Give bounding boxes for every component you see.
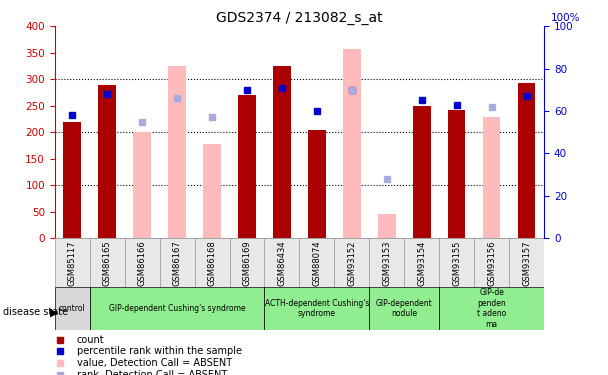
- FancyBboxPatch shape: [369, 238, 404, 287]
- Bar: [483, 117, 500, 238]
- Bar: [308, 129, 326, 238]
- FancyBboxPatch shape: [89, 238, 125, 287]
- Text: GSM86434: GSM86434: [277, 241, 286, 286]
- Bar: [448, 110, 466, 238]
- Text: GSM93156: GSM93156: [487, 241, 496, 286]
- Text: GSM93152: GSM93152: [347, 241, 356, 286]
- FancyBboxPatch shape: [55, 287, 89, 330]
- Bar: [168, 66, 186, 238]
- Text: GSM93157: GSM93157: [522, 241, 531, 286]
- Text: GSM86165: GSM86165: [103, 241, 112, 286]
- Bar: [133, 132, 151, 238]
- FancyBboxPatch shape: [195, 238, 229, 287]
- FancyBboxPatch shape: [159, 238, 195, 287]
- Text: percentile rank within the sample: percentile rank within the sample: [77, 346, 242, 356]
- Text: GIP-dependent Cushing's syndrome: GIP-dependent Cushing's syndrome: [109, 304, 246, 313]
- FancyBboxPatch shape: [125, 238, 159, 287]
- Text: ACTH-dependent Cushing's
syndrome: ACTH-dependent Cushing's syndrome: [264, 299, 369, 318]
- Bar: [518, 84, 536, 238]
- Text: GSM93154: GSM93154: [417, 241, 426, 286]
- FancyBboxPatch shape: [229, 238, 264, 287]
- Text: ▶: ▶: [50, 308, 59, 317]
- Bar: [238, 95, 256, 238]
- Text: rank, Detection Call = ABSENT: rank, Detection Call = ABSENT: [77, 370, 227, 375]
- FancyBboxPatch shape: [369, 287, 439, 330]
- FancyBboxPatch shape: [299, 238, 334, 287]
- Text: GSM86166: GSM86166: [137, 241, 147, 286]
- FancyBboxPatch shape: [55, 238, 89, 287]
- FancyBboxPatch shape: [264, 238, 299, 287]
- FancyBboxPatch shape: [334, 238, 369, 287]
- Text: GSM93153: GSM93153: [382, 241, 392, 286]
- FancyBboxPatch shape: [404, 238, 439, 287]
- FancyBboxPatch shape: [89, 287, 264, 330]
- Bar: [63, 122, 81, 238]
- Text: GIP-de
penden
t adeno
ma: GIP-de penden t adeno ma: [477, 288, 506, 328]
- Text: 100%: 100%: [551, 13, 581, 24]
- FancyBboxPatch shape: [474, 238, 509, 287]
- Text: GSM86167: GSM86167: [173, 241, 182, 286]
- Text: GSM85117: GSM85117: [67, 241, 77, 286]
- Bar: [273, 66, 291, 238]
- Bar: [343, 49, 361, 238]
- Text: disease state: disease state: [3, 308, 68, 317]
- Text: GIP-dependent
nodule: GIP-dependent nodule: [376, 299, 433, 318]
- Text: control: control: [59, 304, 86, 313]
- Bar: [413, 106, 430, 238]
- FancyBboxPatch shape: [509, 238, 544, 287]
- Bar: [203, 144, 221, 238]
- Text: value, Detection Call = ABSENT: value, Detection Call = ABSENT: [77, 358, 232, 368]
- Title: GDS2374 / 213082_s_at: GDS2374 / 213082_s_at: [216, 11, 383, 25]
- Bar: [98, 84, 116, 238]
- FancyBboxPatch shape: [439, 287, 544, 330]
- Bar: [378, 214, 396, 238]
- FancyBboxPatch shape: [264, 287, 369, 330]
- Text: count: count: [77, 334, 105, 345]
- Text: GSM88074: GSM88074: [313, 241, 322, 286]
- Text: GSM93155: GSM93155: [452, 241, 461, 286]
- Text: GSM86169: GSM86169: [243, 241, 252, 286]
- Text: GSM86168: GSM86168: [207, 241, 216, 286]
- FancyBboxPatch shape: [439, 238, 474, 287]
